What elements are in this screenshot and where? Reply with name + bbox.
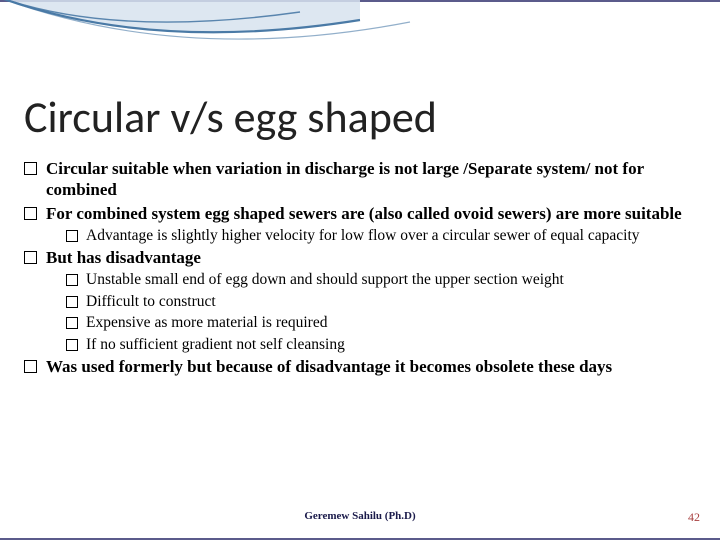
slide-footer: Geremew Sahilu (Ph.D) 42 (0, 510, 720, 530)
sub-bullet-item: If no sufficient gradient not self clean… (66, 335, 696, 354)
header-swoosh-decoration (0, 0, 720, 80)
bullet-list-level2: Advantage is slightly higher velocity fo… (46, 226, 696, 245)
bullet-text: For combined system egg shaped sewers ar… (46, 204, 682, 223)
page-number: 42 (688, 510, 700, 525)
slide-title: Circular v/s egg shaped (24, 90, 696, 144)
bullet-item: For combined system egg shaped sewers ar… (24, 203, 696, 246)
bullet-item: Circular suitable when variation in disc… (24, 158, 696, 201)
bullet-list-level2: Unstable small end of egg down and shoul… (46, 270, 696, 354)
bullet-text: But has disadvantage (46, 248, 201, 267)
sub-bullet-item: Expensive as more material is required (66, 313, 696, 332)
sub-bullet-item: Unstable small end of egg down and shoul… (66, 270, 696, 289)
sub-bullet-item: Difficult to construct (66, 292, 696, 311)
bullet-item: But has disadvantage Unstable small end … (24, 247, 696, 354)
top-border-line (0, 0, 720, 2)
author-name: Geremew Sahilu (Ph.D) (304, 510, 415, 522)
bullet-list-level1: Circular suitable when variation in disc… (24, 158, 696, 377)
bullet-item: Was used formerly but because of disadva… (24, 356, 696, 377)
slide-content: Circular v/s egg shaped Circular suitabl… (24, 90, 696, 379)
sub-bullet-item: Advantage is slightly higher velocity fo… (66, 226, 696, 245)
